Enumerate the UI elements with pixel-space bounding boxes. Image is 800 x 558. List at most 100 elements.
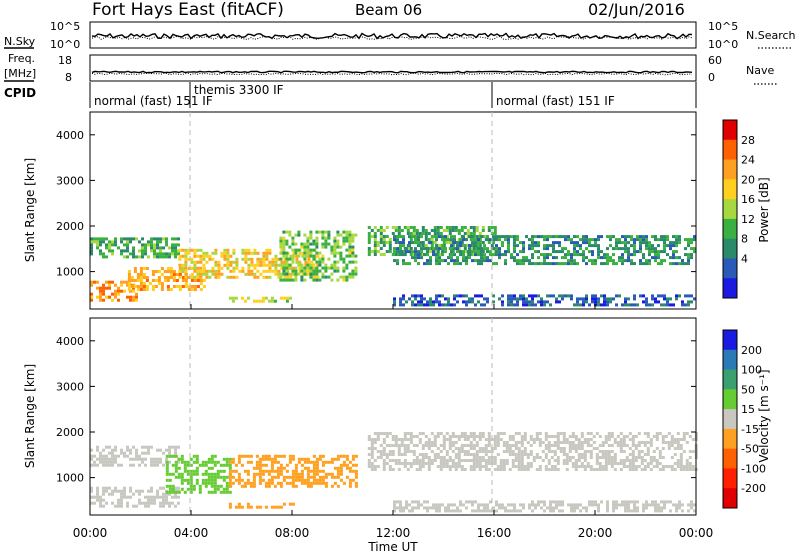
scatter-cell: [435, 300, 438, 304]
scatter-cell: [318, 278, 322, 282]
scatter-cell: [111, 448, 114, 452]
scatter-cell: [159, 249, 162, 253]
scatter-cell: [457, 447, 461, 450]
scatter-cell: [303, 233, 307, 237]
scatter-cell: [288, 296, 292, 300]
scatter-cell: [498, 256, 501, 260]
scatter-cell: [450, 235, 453, 239]
scatter-cell: [666, 500, 669, 504]
scatter-cell: [145, 267, 149, 270]
scatter-cell: [528, 300, 531, 304]
scatter-cell: [480, 235, 483, 239]
scatter-cell: [192, 484, 196, 488]
scatter-cell: [399, 297, 402, 301]
scatter-cell: [687, 244, 690, 248]
scatter-cell: [619, 459, 623, 462]
scatter-cell: [406, 468, 410, 471]
scatter-cell: [291, 272, 295, 276]
scatter-cell: [199, 257, 203, 261]
scatter-cell: [675, 238, 678, 242]
scatter-cell: [321, 245, 325, 249]
scatter-cell: [600, 250, 603, 254]
scatter-cell: [448, 465, 452, 468]
scatter-cell: [354, 475, 358, 479]
scatter-cell: [591, 297, 594, 301]
scatter-cell: [465, 256, 468, 260]
scatter-cell: [403, 438, 407, 441]
scatter-cell: [159, 237, 162, 241]
scatter-cell: [549, 294, 552, 298]
scatter-cell: [403, 444, 407, 447]
scatter-cell: [643, 459, 647, 462]
scatter-cell: [400, 250, 404, 253]
scatter-cell: [102, 489, 105, 493]
scatter-cell: [675, 235, 678, 239]
scatter-cell: [421, 244, 425, 247]
scatter-cell: [565, 441, 569, 444]
scatter-cell: [450, 253, 453, 257]
scatter-cell: [102, 454, 105, 458]
scatter-cell: [436, 244, 440, 247]
scatter-cell: [148, 282, 152, 285]
x-tick-label: 00:00: [679, 526, 714, 540]
scatter-cell: [414, 238, 417, 242]
scatter-cell: [177, 460, 180, 464]
scatter-cell: [219, 469, 223, 473]
scatter-cell: [178, 269, 182, 273]
scatter-cell: [451, 441, 455, 444]
scatter-cell: [336, 260, 340, 264]
scatter-cell: [154, 285, 158, 288]
scatter-cell: [354, 260, 358, 264]
scatter-cell: [244, 272, 248, 276]
scatter-cell: [447, 300, 450, 304]
scatter-cell: [447, 506, 450, 510]
scatter-cell: [192, 469, 196, 473]
scatter-cell: [160, 267, 164, 270]
scatter-cell: [333, 260, 337, 264]
scatter-cell: [117, 501, 120, 505]
scatter-cell: [469, 435, 473, 438]
scatter-cell: [108, 451, 111, 455]
scatter-cell: [282, 248, 286, 252]
scatter-cell: [646, 435, 650, 438]
scatter-cell: [463, 432, 467, 435]
scatter-cell: [618, 259, 621, 263]
scatter-cell: [285, 469, 289, 473]
scatter-cell: [441, 244, 444, 248]
scatter-cell: [196, 279, 200, 282]
scatter-cell: [480, 294, 483, 298]
scatter-cell: [382, 229, 386, 232]
scatter-cell: [681, 259, 684, 263]
scatter-cell: [436, 253, 440, 256]
scatter-cell: [496, 444, 500, 447]
scatter-cell: [268, 251, 272, 255]
scatter-cell: [520, 453, 524, 456]
scatter-cell: [274, 254, 278, 258]
scatter-cell: [634, 465, 638, 468]
scatter-cell: [657, 300, 660, 304]
scatter-cell: [294, 484, 298, 488]
scatter-cell: [415, 468, 419, 471]
scatter-cell: [450, 256, 453, 260]
scatter-cell: [630, 238, 633, 242]
scatter-cell: [619, 438, 623, 441]
scatter-cell: [591, 262, 594, 266]
scatter-cell: [171, 463, 175, 467]
scatter-cell: [438, 262, 441, 266]
scatter-cell: [342, 463, 346, 467]
scatter-cell: [558, 262, 561, 266]
scatter-cell: [214, 269, 218, 273]
scatter-cell: [312, 269, 316, 273]
scatter-cell: [184, 266, 188, 270]
scatter-cell: [429, 303, 432, 307]
scatter-cell: [514, 456, 518, 459]
scatter-cell: [520, 465, 524, 468]
scatter-cell: [261, 296, 265, 300]
scatter-cell: [258, 478, 262, 482]
scatter-cell: [606, 303, 609, 307]
scatter-cell: [204, 484, 208, 488]
scatter-cell: [538, 432, 542, 435]
scatter-cell: [562, 450, 566, 453]
scatter-cell: [624, 238, 627, 242]
scatter-cell: [274, 266, 278, 270]
